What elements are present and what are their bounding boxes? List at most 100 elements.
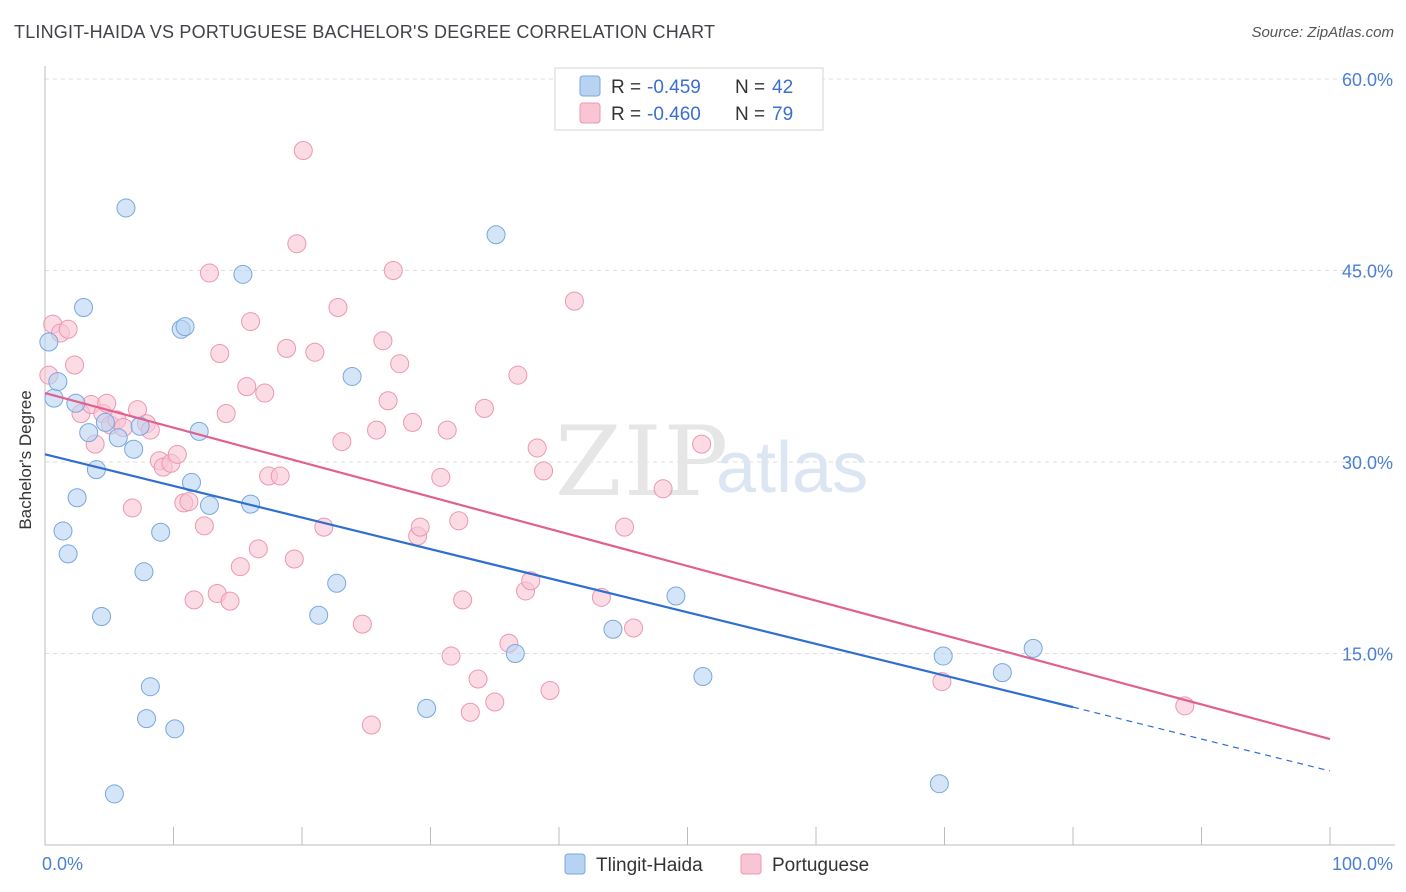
legend-n-label-2: N = (735, 104, 765, 125)
portuguese-point (270, 466, 290, 486)
portuguese-point (293, 140, 313, 160)
tlingit-haida-point (104, 784, 124, 804)
portuguese-point (527, 438, 547, 458)
portuguese-point (248, 539, 268, 559)
legend-r-value-2: -0.460 (647, 104, 701, 125)
tlingit-haida-point (74, 298, 94, 318)
tlingit-haida-point (58, 544, 78, 564)
portuguese-point (210, 343, 230, 363)
portuguese-point (449, 511, 469, 531)
legend-n-label-1: N = (735, 77, 765, 98)
tlingit-haida-point (327, 573, 347, 593)
x-tick-label: 100.0% (1332, 854, 1393, 874)
tlingit-haida-point (486, 225, 506, 245)
portuguese-point (287, 234, 307, 254)
portuguese-point (332, 432, 352, 452)
tlingit-haida-point (130, 416, 150, 436)
tlingit-haida-point (116, 198, 136, 218)
portuguese-point (485, 692, 505, 712)
tlingit-haida-point (417, 698, 437, 718)
portuguese-point (534, 461, 554, 481)
y-tick-labels: 15.0% 30.0% 45.0% 60.0% (1342, 70, 1393, 665)
portuguese-trend-line (44, 391, 1331, 741)
portuguese-point (624, 618, 644, 638)
portuguese-point (431, 467, 451, 487)
portuguese-point (199, 263, 219, 283)
portuguese-point (179, 492, 199, 512)
portuguese-points (39, 140, 1195, 735)
tlingit-haida-point (933, 646, 953, 666)
legend: R = -0.459 N = 42 R = -0.460 N = 79 (554, 67, 824, 131)
legend-n-value-2: 79 (772, 104, 793, 125)
portuguese-point (653, 479, 673, 499)
tlingit-haida-point (108, 428, 128, 448)
tlingit-haida-point (992, 663, 1012, 683)
portuguese-point (373, 331, 393, 351)
tlingit-haida-point (666, 586, 686, 606)
axes (44, 66, 1395, 846)
x-tick-label: 0.0% (42, 854, 83, 874)
portuguese-point (305, 342, 325, 362)
bottom-legend: Tlingit-Haida Portuguese (564, 853, 869, 876)
portuguese-point (241, 312, 261, 332)
tlingit-haida-point (79, 423, 99, 443)
portuguese-point (122, 498, 142, 518)
portuguese-point (508, 365, 528, 385)
tlingit-haida-point (67, 488, 87, 508)
portuguese-point (184, 590, 204, 610)
y-tick-label: 15.0% (1342, 645, 1393, 665)
tlingit-haida-point (233, 264, 253, 284)
watermark-zip: ZIP (555, 406, 730, 518)
portuguese-point (453, 590, 473, 610)
portuguese-point (521, 571, 541, 591)
bottom-legend-swatch-portuguese (740, 853, 762, 875)
tlingit-haida-point (693, 666, 713, 686)
portuguese-point (474, 398, 494, 418)
bottom-legend-label-portuguese: Portuguese (772, 855, 869, 876)
legend-r-value-1: -0.459 (647, 77, 701, 98)
portuguese-point (237, 377, 257, 397)
legend-n-value-1: 42 (772, 77, 793, 98)
portuguese-point (194, 516, 214, 536)
portuguese-point (564, 291, 584, 311)
tlingit-haida-point (189, 421, 209, 441)
bottom-legend-swatch-tlingit (564, 853, 586, 875)
legend-swatch-tlingit (579, 75, 601, 97)
watermark-atlas: atlas (716, 428, 868, 508)
tlingit-haida-point (92, 606, 112, 626)
legend-swatch-portuguese (579, 102, 601, 124)
tlingit-haida-point (165, 719, 185, 739)
tlingit-haida-point (53, 521, 73, 541)
portuguese-point (460, 702, 480, 722)
portuguese-point (216, 403, 236, 423)
portuguese-point (352, 614, 372, 634)
watermark: ZIP atlas (555, 406, 868, 518)
chart-source: Source: ZipAtlas.com (1251, 24, 1394, 41)
portuguese-point (437, 420, 457, 440)
portuguese-point (367, 420, 387, 440)
tlingit-haida-point (505, 644, 525, 663)
y-tick-label: 45.0% (1342, 262, 1393, 282)
portuguese-point (230, 557, 250, 577)
tlingit-haida-point (342, 366, 362, 386)
portuguese-point (284, 549, 304, 569)
tlingit-haida-point (95, 412, 115, 432)
portuguese-point (255, 383, 275, 403)
portuguese-point (220, 591, 240, 611)
portuguese-point (277, 338, 297, 358)
portuguese-point (167, 444, 187, 464)
portuguese-point (361, 715, 381, 735)
tlingit-haida-trend-extension (1072, 706, 1331, 772)
portuguese-point (58, 319, 78, 339)
tlingit-haida-point (603, 619, 623, 639)
tlingit-haida-point (1023, 638, 1043, 658)
portuguese-point (441, 646, 461, 666)
tlingit-haida-points (39, 198, 1043, 804)
tlingit-haida-point (124, 439, 144, 459)
portuguese-point (540, 681, 560, 701)
trend-lines (44, 391, 1331, 772)
tlingit-haida-point (929, 774, 949, 794)
tlingit-haida-point (199, 495, 219, 515)
tlingit-haida-point (134, 562, 154, 582)
